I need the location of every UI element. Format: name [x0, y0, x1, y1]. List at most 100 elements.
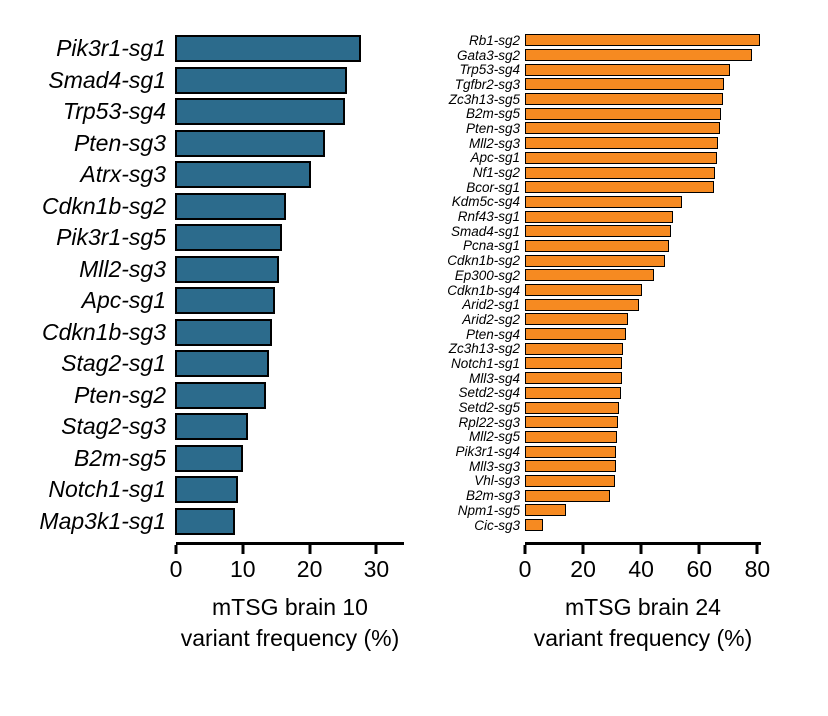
right-chart-panel: Rb1-sg2 Gata3-sg2 Trp53-sg4 Tgfbr2-sg3 Zc3h1…	[414, 0, 828, 716]
bar-row: Tgfbr2-sg3	[414, 77, 828, 92]
bar	[525, 254, 666, 267]
bar	[525, 269, 654, 282]
bar-label: Nf1-sg2	[472, 165, 520, 181]
bar	[525, 107, 722, 120]
bar	[525, 372, 622, 385]
bar-row: Pik3r1-sg1	[0, 33, 414, 65]
bar-row: Pten-sg3	[0, 128, 414, 160]
axis-tick	[241, 545, 245, 554]
bar	[175, 413, 248, 441]
left-x-axis: 0 10 20 30	[170, 542, 404, 582]
bar	[175, 255, 280, 283]
bar-row: Notch1-sg1	[0, 474, 414, 506]
bar-row: Atrx-sg3	[0, 159, 414, 191]
bar	[525, 195, 682, 208]
right-x-axis: 0 20 40 60 80	[519, 542, 770, 582]
bar	[525, 239, 669, 252]
bar-row: Trp53-sg4	[0, 96, 414, 128]
bar	[175, 476, 238, 504]
bar	[525, 78, 724, 91]
bar-row: Zc3h13-sg5	[414, 92, 828, 107]
bar-row: Arid2-sg2	[414, 312, 828, 327]
left-axis-title-line2: variant frequency (%)	[180, 625, 400, 651]
bar-label: Mll2-sg5	[468, 429, 520, 445]
bar-label: Arid2-sg2	[462, 311, 520, 327]
right-axis-title-line1: mTSG brain 24	[565, 594, 721, 620]
bar-label: Trp53-sg4	[459, 62, 520, 78]
bar-label: Mll3-sg4	[468, 370, 520, 386]
axis-tick-label: 0	[169, 556, 183, 582]
bar	[175, 507, 236, 535]
bar-row: Map3k1-sg1	[0, 506, 414, 538]
bar-row: B2m-sg3	[414, 488, 828, 503]
axis-tick	[523, 545, 527, 554]
bar	[525, 166, 716, 179]
bar-row: Mll3-sg3	[414, 459, 828, 474]
axis-tick	[755, 545, 759, 554]
bar	[525, 225, 671, 238]
bar	[525, 93, 723, 106]
bar-label: Pcna-sg1	[462, 238, 520, 254]
bar-row: Rb1-sg2	[414, 33, 828, 48]
bar-label: Stag2-sg1	[61, 350, 166, 377]
axis-tick	[174, 545, 178, 554]
bar-label: Cdkn1b-sg2	[447, 253, 520, 269]
bar-row: Mll2-sg5	[414, 429, 828, 445]
axis-tick-label: 60	[686, 556, 713, 582]
bar-label: Setd2-sg4	[458, 385, 520, 401]
bar-row: Apc-sg1	[0, 285, 414, 317]
bar-label: Apc-sg1	[81, 287, 166, 314]
bar-row: Nf1-sg2	[414, 165, 828, 180]
bar-label: Smad4-sg1	[450, 223, 520, 239]
bar-row: Ep300-sg2	[414, 268, 828, 283]
bar-row: Bcor-sg1	[414, 180, 828, 195]
axis-tick	[308, 545, 312, 554]
bar	[525, 122, 720, 135]
bar-row: Smad4-sg1	[414, 224, 828, 239]
bar-label: Cdkn1b-sg2	[41, 192, 166, 219]
bar	[525, 49, 752, 62]
bar-label: Rpl22-sg3	[458, 414, 520, 430]
bar	[175, 224, 282, 252]
bar-row: Gata3-sg2	[414, 48, 828, 63]
bar	[175, 35, 362, 63]
bar	[525, 430, 618, 443]
bar-label: Notch1-sg1	[450, 355, 520, 371]
bar	[525, 504, 566, 517]
bar	[175, 161, 312, 189]
left-axis-title-line1: mTSG brain 10	[212, 594, 368, 620]
bar	[175, 381, 266, 409]
axis-tick	[697, 545, 701, 554]
bar	[525, 445, 617, 458]
bar	[525, 357, 622, 370]
bar-row: Cdkn1b-sg4	[414, 283, 828, 298]
bar-label: Pik3r1-sg1	[56, 35, 166, 62]
bar	[175, 66, 347, 94]
bar-label: Setd2-sg5	[458, 400, 520, 416]
axis-tick	[581, 545, 585, 554]
left-chart-panel: Pik3r1-sg1 Smad4-sg1 Trp53-sg4 Pten-sg3 Atrx…	[0, 33, 414, 651]
bar	[525, 416, 618, 429]
bar-row: Kdm5c-sg4	[414, 194, 828, 209]
bar-label: Tgfbr2-sg3	[454, 76, 520, 92]
bar	[525, 298, 639, 311]
bar-label: Pten-sg3	[465, 120, 520, 136]
bar-label: Pten-sg2	[73, 381, 166, 408]
bar-row: Pten-sg3	[414, 121, 828, 136]
bar	[175, 287, 275, 315]
bar-label: B2m-sg5	[73, 444, 166, 471]
bar-row: Mll2-sg3	[414, 136, 828, 151]
right-x-axis-title: mTSG brain 24 variant frequency (%)	[534, 592, 753, 654]
bar-row: Pik3r1-sg4	[414, 444, 828, 459]
bar-row: Setd2-sg5	[414, 400, 828, 415]
axis-tick-label: 30	[363, 556, 390, 582]
bar-row: Rnf43-sg1	[414, 209, 828, 224]
axis-tick	[374, 545, 378, 554]
bar-row: B2m-sg5	[0, 443, 414, 475]
bar-label: Zc3h13-sg2	[448, 341, 520, 357]
bar-row: Rpl22-sg3	[414, 415, 828, 430]
bar-label: B2m-sg3	[465, 488, 520, 504]
bar-label: Cdkn1b-sg4	[447, 282, 520, 298]
axis-tick	[639, 545, 643, 554]
bar-label: Zc3h13-sg5	[448, 91, 520, 107]
